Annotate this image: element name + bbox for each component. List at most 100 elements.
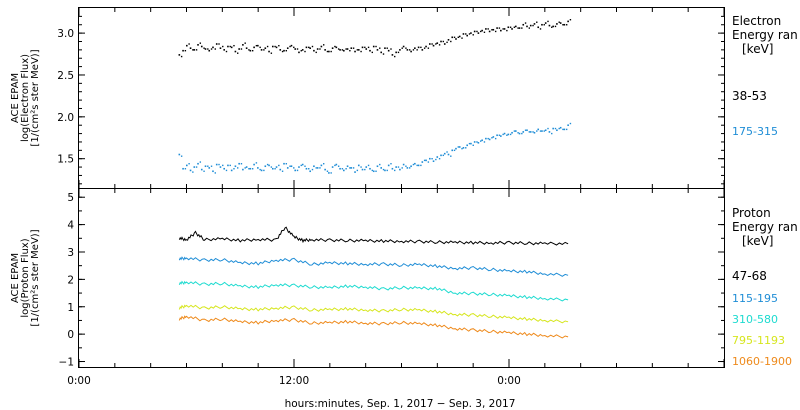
electron-point-38-53 (274, 45, 276, 48)
electron-point-175-315 (341, 168, 344, 170)
electron-point-38-53 (334, 45, 336, 48)
electron-point-175-315 (320, 164, 323, 167)
electron-point-38-53 (270, 52, 273, 54)
electron-point-38-53 (195, 49, 198, 51)
electron-point-175-315 (537, 128, 540, 131)
electron-point-38-53 (539, 28, 542, 30)
electron-point-38-53 (470, 32, 472, 34)
electron-point-38-53 (193, 49, 196, 51)
electron-point-38-53 (304, 50, 306, 53)
electron-point-38-53 (386, 47, 388, 49)
electron-point-38-53 (481, 29, 483, 32)
electron-point-175-315 (260, 169, 263, 172)
electron-point-175-315 (480, 140, 482, 142)
electron-point-175-315 (215, 163, 218, 166)
electron-point-175-315 (379, 163, 381, 166)
electron-point-175-315 (455, 147, 457, 150)
proton-series-115-195 (178, 256, 569, 277)
electron-ytick-label: 3.0 (57, 28, 74, 40)
electron-point-175-315 (311, 168, 314, 171)
electron-point-175-315 (563, 128, 566, 131)
electron-point-175-315 (326, 170, 329, 172)
electron-point-38-53 (371, 51, 373, 54)
electron-point-38-53 (328, 50, 330, 53)
electron-point-38-53 (350, 47, 353, 49)
electron-point-38-53 (536, 21, 538, 23)
electron-point-38-53 (488, 30, 491, 33)
electron-point-175-315 (466, 144, 468, 147)
electron-point-175-315 (533, 131, 536, 134)
electron-point-175-315 (207, 165, 209, 167)
electron-point-175-315 (334, 164, 336, 167)
electron-point-38-53 (436, 42, 439, 44)
electron-point-38-53 (410, 50, 412, 53)
x-axis: 0:00 12:00 0:00 (67, 8, 725, 387)
electron-point-38-53 (526, 25, 528, 28)
electron-point-175-315 (255, 162, 258, 164)
electron-ylabel-line2: log(Electron Flux) (20, 54, 31, 142)
electron-point-38-53 (199, 42, 202, 44)
electron-point-175-315 (517, 132, 519, 134)
electron-point-175-315 (487, 137, 489, 140)
electron-point-38-53 (457, 36, 459, 39)
electron-point-175-315 (453, 149, 456, 152)
electron-point-175-315 (458, 146, 461, 148)
electron-point-175-315 (367, 164, 370, 167)
electron-point-38-53 (387, 49, 390, 52)
electron-point-175-315 (240, 163, 243, 165)
electron-point-175-315 (436, 156, 439, 158)
electron-point-38-53 (343, 49, 345, 52)
proton-ytick-label: 2 (67, 274, 74, 286)
electron-point-175-315 (559, 126, 562, 129)
electron-point-175-315 (237, 167, 239, 169)
electron-point-38-53 (446, 41, 448, 44)
electron-point-175-315 (352, 167, 355, 169)
electron-point-38-53 (391, 54, 394, 56)
electron-point-38-53 (189, 47, 192, 49)
electron-point-38-53 (180, 55, 183, 58)
electron-point-38-53 (487, 28, 489, 30)
electron-point-38-53 (357, 49, 360, 51)
electron-point-38-53 (494, 30, 497, 33)
electron-point-175-315 (408, 167, 411, 169)
electron-point-38-53 (320, 45, 323, 48)
electron-point-175-315 (229, 164, 231, 167)
electron-point-38-53 (548, 24, 551, 27)
electron-point-175-315 (212, 170, 214, 173)
proton-ytick-label: 1 (67, 302, 74, 314)
proton-legend-1060-1900: 1060-1900 (732, 355, 792, 368)
electron-point-38-53 (458, 35, 461, 38)
electron-point-175-315 (440, 154, 442, 157)
electron-point-38-53 (507, 26, 510, 29)
x-axis-label: hours:minutes, Sep. 1, 2017 − Sep. 3, 20… (285, 398, 516, 410)
electron-point-175-315 (331, 166, 334, 168)
electron-point-38-53 (517, 27, 519, 29)
electron-point-175-315 (270, 166, 273, 168)
proton-legend-115-195: 115-195 (732, 292, 778, 305)
electron-point-175-315 (356, 169, 359, 172)
electron-point-38-53 (197, 44, 199, 46)
electron-point-175-315 (511, 131, 513, 134)
electron-point-38-53 (301, 49, 304, 51)
electron-point-38-53 (401, 47, 403, 49)
electron-point-38-53 (286, 47, 289, 49)
electron-point-175-315 (178, 153, 181, 156)
electron-point-38-53 (405, 47, 407, 49)
electron-point-38-53 (480, 30, 482, 33)
electron-point-38-53 (279, 49, 282, 51)
electron-point-38-53 (429, 43, 431, 45)
electron-point-38-53 (305, 46, 308, 49)
electron-point-38-53 (435, 43, 437, 45)
electron-point-38-53 (552, 25, 554, 28)
electron-point-38-53 (476, 30, 478, 33)
electron-point-38-53 (511, 28, 513, 30)
electron-ytick-label: 2.5 (57, 70, 74, 82)
electron-point-175-315 (192, 171, 194, 173)
electron-point-38-53 (240, 48, 243, 50)
electron-ytick-label: 2.0 (57, 112, 74, 124)
electron-point-38-53 (242, 44, 244, 46)
proton-series-795-1193 (178, 304, 569, 324)
electron-point-175-315 (551, 132, 553, 135)
electron-point-38-53 (264, 47, 267, 49)
